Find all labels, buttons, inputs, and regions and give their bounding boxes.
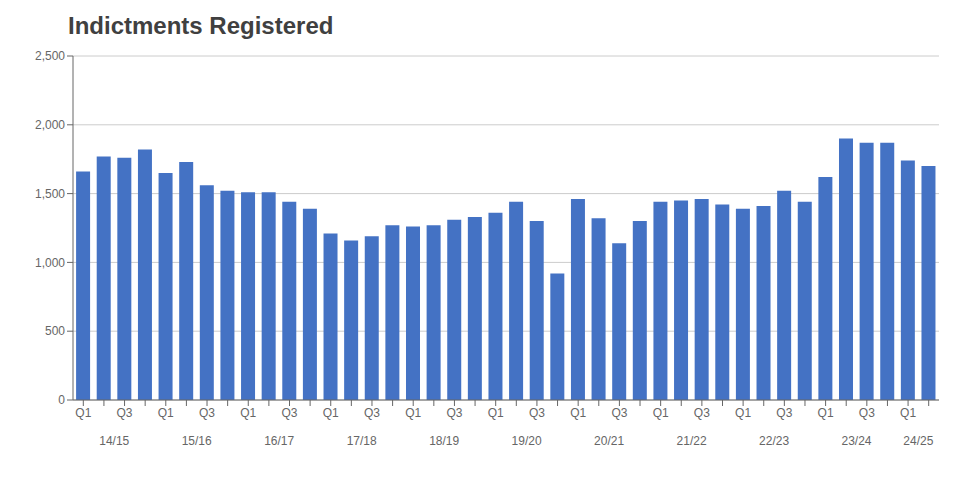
svg-text:Q1: Q1 (240, 406, 256, 420)
svg-text:Q3: Q3 (117, 406, 133, 420)
svg-text:23/24: 23/24 (842, 434, 872, 448)
svg-text:Q1: Q1 (323, 406, 339, 420)
svg-text:2,000: 2,000 (35, 118, 65, 132)
svg-text:Q1: Q1 (900, 406, 916, 420)
svg-text:Q1: Q1 (818, 406, 834, 420)
svg-text:Q3: Q3 (446, 406, 462, 420)
svg-text:Q3: Q3 (694, 406, 710, 420)
svg-text:Q1: Q1 (735, 406, 751, 420)
svg-text:500: 500 (45, 324, 65, 338)
svg-text:Q3: Q3 (281, 406, 297, 420)
svg-text:1,000: 1,000 (35, 256, 65, 270)
svg-text:Q1: Q1 (488, 406, 504, 420)
svg-text:0: 0 (58, 393, 65, 407)
svg-text:Q3: Q3 (199, 406, 215, 420)
svg-text:Q3: Q3 (364, 406, 380, 420)
svg-text:16/17: 16/17 (264, 434, 294, 448)
svg-text:15/16: 15/16 (182, 434, 212, 448)
svg-text:24/25: 24/25 (903, 434, 933, 448)
html-text:Indictments Registered: Indictments Registered (68, 12, 334, 39)
svg-text:Q1: Q1 (75, 406, 91, 420)
svg-text:Q3: Q3 (529, 406, 545, 420)
svg-text:22/23: 22/23 (759, 434, 789, 448)
svg-text:21/22: 21/22 (677, 434, 707, 448)
svg-text:Q1: Q1 (405, 406, 421, 420)
svg-text:1,500: 1,500 (35, 187, 65, 201)
svg-text:18/19: 18/19 (429, 434, 459, 448)
svg-text:Q3: Q3 (611, 406, 627, 420)
svg-text:Q1: Q1 (158, 406, 174, 420)
svg-text:2,500: 2,500 (35, 49, 65, 63)
svg-text:Q1: Q1 (653, 406, 669, 420)
svg-text:14/15: 14/15 (99, 434, 129, 448)
svg-text:Q1: Q1 (570, 406, 586, 420)
svg-text:Q3: Q3 (776, 406, 792, 420)
svg-text:19/20: 19/20 (512, 434, 542, 448)
svg-text:Q3: Q3 (859, 406, 875, 420)
svg-text:17/18: 17/18 (347, 434, 377, 448)
svg-text:20/21: 20/21 (594, 434, 624, 448)
